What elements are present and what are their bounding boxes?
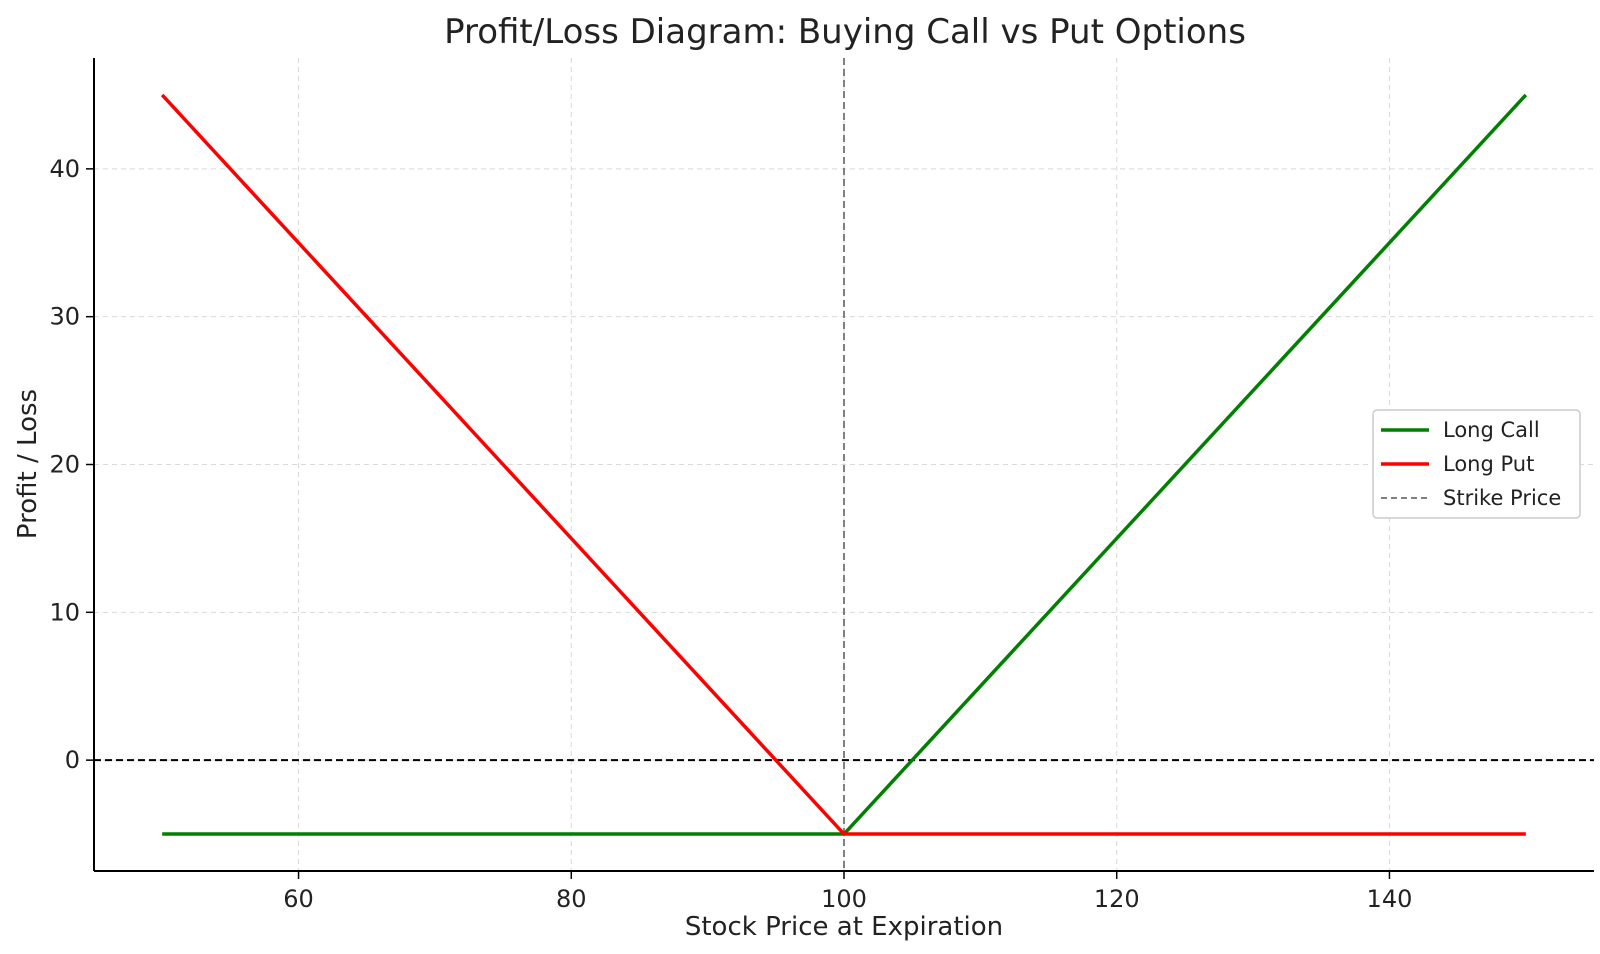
y-tick-label: 30: [49, 303, 80, 331]
x-ticks: 60 80 100 120 140: [283, 871, 1412, 913]
y-tick-label: 20: [49, 451, 80, 479]
x-tick-label: 120: [1094, 885, 1140, 913]
y-tick-label: 10: [49, 598, 80, 626]
x-axis-label: Stock Price at Expiration: [685, 912, 1003, 942]
y-axis-label: Profit / Loss: [13, 389, 43, 539]
legend-box: [1372, 409, 1581, 519]
legend: Long Call Long Put Strike Price: [1372, 409, 1581, 519]
x-tick-label: 80: [556, 885, 587, 913]
reference-lines: [94, 58, 1594, 871]
legend-label-long-put: Long Put: [1443, 452, 1534, 476]
long-put-line: [160, 93, 1526, 836]
y-tick-label: 0: [65, 746, 80, 774]
chart-title: Profit/Loss Diagram: Buying Call vs Put …: [444, 12, 1246, 52]
series-lines: [160, 93, 1528, 836]
legend-label-long-call: Long Call: [1443, 418, 1540, 442]
x-tick-label: 60: [283, 885, 314, 913]
legend-label-strike-price: Strike Price: [1443, 486, 1561, 510]
y-tick-label: 40: [49, 155, 80, 183]
x-tick-label: 100: [821, 885, 867, 913]
y-ticks: 0 10 20 30 40: [49, 155, 94, 774]
x-tick-label: 140: [1367, 885, 1413, 913]
